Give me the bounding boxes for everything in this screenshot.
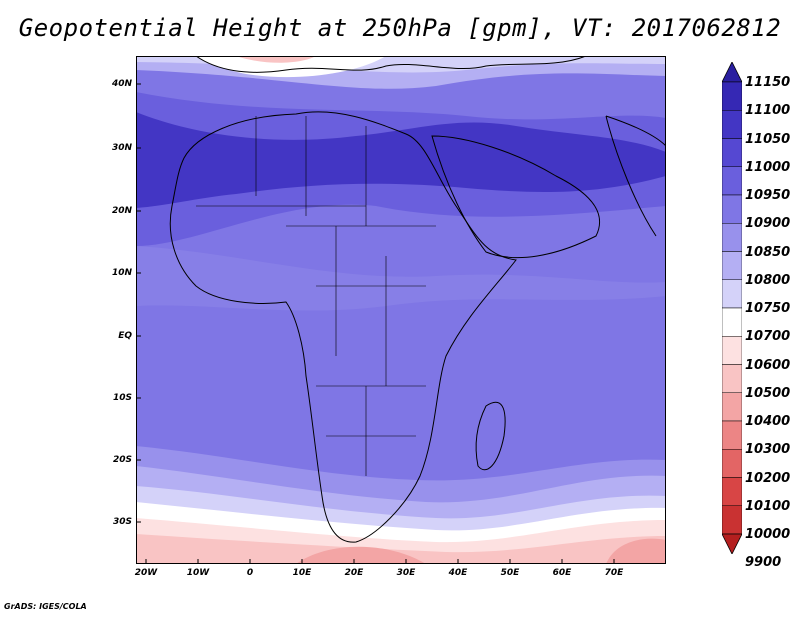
colorbar-segment <box>721 505 743 535</box>
colorbar-label: 10400 <box>745 414 791 429</box>
colorbar-segment <box>721 449 743 478</box>
colorbar-label: 10200 <box>745 470 791 486</box>
lon-label-10w: 10W <box>186 568 210 578</box>
map-frame <box>136 56 666 564</box>
colorbar-label: 10300 <box>745 442 791 458</box>
lon-label-20w: 20W <box>134 568 158 578</box>
colorbar-label: 10850 <box>745 244 791 260</box>
lat-label-20s: 20S <box>112 455 132 465</box>
lat-label-20n: 20N <box>111 206 132 216</box>
lat-label-eq: EQ <box>118 331 132 341</box>
colorbar-segment <box>721 251 743 280</box>
lon-label-70e: 70E <box>604 568 624 578</box>
colorbar-segment <box>721 166 743 196</box>
colorbar-bottom-triangle <box>721 533 743 555</box>
country-borders <box>196 116 436 476</box>
colorbar-top-triangle <box>721 61 743 83</box>
axis-ticks <box>136 83 615 564</box>
lon-label-0: 0 <box>246 568 254 578</box>
lat-label-30n: 30N <box>111 143 132 153</box>
lon-label-50e: 50E <box>500 568 520 578</box>
band-11050 <box>136 112 666 208</box>
colorbar-label: 10600 <box>745 357 791 373</box>
footer-credit: GrADS: IGES/COLA <box>4 602 87 611</box>
band-10400-south <box>296 546 426 564</box>
colorbar-segment <box>721 307 743 337</box>
colorbar-label: 11050 <box>745 131 791 147</box>
colorbar-label: 11150 <box>745 75 791 90</box>
map-title: Geopotential Height at 250hPa [gpm], VT:… <box>18 14 782 42</box>
lon-label-20e: 20E <box>344 568 364 578</box>
map-panel <box>136 56 666 564</box>
colorbar-graphic <box>721 61 743 555</box>
band-10850-eq <box>136 246 666 311</box>
colorbar-label: 10700 <box>745 329 791 345</box>
colorbar-segment <box>721 194 743 224</box>
colorbar-label: 9900 <box>745 555 782 571</box>
colorbar-segment <box>721 110 743 139</box>
colorbar-segment <box>721 392 743 422</box>
geopotential-map <box>136 56 666 564</box>
colorbar-segment <box>721 420 743 450</box>
colorbar-label: 10000 <box>745 527 791 542</box>
colorbar-segment <box>721 223 743 252</box>
band-10500-north <box>236 56 316 63</box>
band-10400-south-east <box>606 538 666 564</box>
colorbar <box>721 61 743 555</box>
colorbar-label: 10800 <box>745 272 791 288</box>
colorbar-label: 10500 <box>745 385 791 401</box>
lat-label-10n: 10N <box>111 268 132 278</box>
colorbar-label: 11000 <box>745 159 791 175</box>
lat-label-30s: 30S <box>112 517 132 527</box>
colorbar-segment <box>721 81 743 111</box>
lon-label-60e: 60E <box>552 568 572 578</box>
colorbar-segment <box>721 279 743 309</box>
colorbar-label: 10750 <box>745 301 791 316</box>
lon-label-30e: 30E <box>396 568 416 578</box>
lat-label-40n: 40N <box>111 79 132 89</box>
lon-label-10e: 10E <box>292 568 312 578</box>
colorbar-label: 10950 <box>745 188 791 203</box>
colorbar-label: 11100 <box>745 103 791 119</box>
colorbar-segment <box>721 336 743 365</box>
colorbar-segment <box>721 364 743 393</box>
coastline <box>169 56 666 543</box>
colorbar-segment <box>721 138 743 167</box>
band-10500-south <box>136 534 666 564</box>
lon-label-40e: 40E <box>448 568 468 578</box>
colorbar-label: 10900 <box>745 216 791 232</box>
colorbar-label: 10100 <box>745 498 791 514</box>
colorbar-segment <box>721 477 743 506</box>
lat-label-10s: 10S <box>112 393 132 403</box>
